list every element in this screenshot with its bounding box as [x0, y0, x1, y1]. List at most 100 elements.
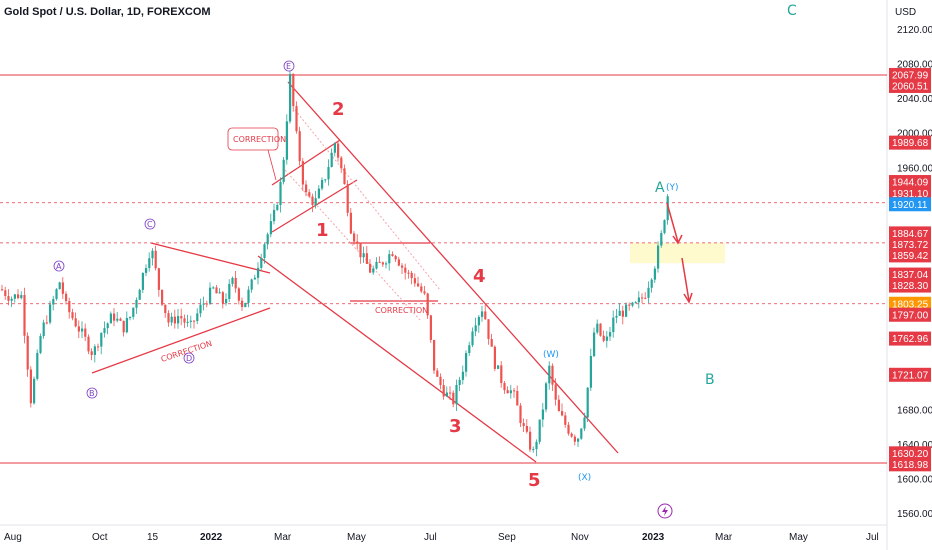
candle-body-76	[244, 302, 247, 307]
candle-body-172	[551, 365, 554, 385]
price-tag-16[interactable]	[889, 457, 931, 472]
price-tag-text-15: 1630.20	[892, 449, 929, 460]
candle-body-29	[93, 346, 96, 355]
price-tag-1[interactable]	[889, 78, 931, 93]
price-tag-14[interactable]	[889, 367, 931, 382]
x-tick-1: Oct	[92, 532, 108, 543]
x-tick-10: Mar	[715, 532, 733, 543]
candle-body-72	[231, 277, 234, 284]
price-tag-6[interactable]	[889, 226, 931, 241]
candle-body-34	[109, 313, 112, 324]
price-tag-7[interactable]	[889, 237, 931, 252]
wave-label-5: 5	[528, 470, 541, 491]
candle-body-17	[55, 289, 58, 299]
price-tag-text-16: 1618.98	[892, 460, 929, 471]
time-axis[interactable]: Aug Oct 15 2022 Mar May Jul Sep Nov 2023 Mar May Jul	[4, 532, 879, 543]
candle-body-150	[481, 311, 484, 317]
candle-body-41	[132, 307, 135, 317]
price-tag-text-2: 1989.68	[892, 138, 929, 149]
candle-body-60	[193, 320, 196, 322]
candle-body-132	[423, 291, 426, 294]
candle-body-155	[497, 365, 500, 369]
wave-labels: 1 2 3 4 5 A B C (Y) (W) (X)	[316, 3, 797, 491]
price-tag-12[interactable]	[889, 307, 931, 322]
candle-body-96	[308, 192, 311, 197]
candle-body-197	[631, 302, 634, 306]
circle-D-icon	[183, 352, 195, 364]
candle-body-101	[324, 179, 327, 181]
candle-body-171	[548, 365, 551, 384]
price-tag-4[interactable]	[889, 186, 931, 201]
wave1-channel-lower	[271, 179, 358, 233]
candle-body-5	[17, 294, 20, 299]
candle-body-207	[663, 220, 666, 233]
candle-body-153	[490, 339, 493, 347]
wave-label-X: (X)	[578, 473, 591, 483]
wave-label-3: 3	[449, 416, 462, 437]
candle-body-42	[135, 299, 138, 308]
projection-arrows	[666, 202, 693, 304]
circle-label-A: A	[56, 262, 62, 271]
price-tag-5[interactable]	[889, 197, 931, 212]
candle-body-6	[20, 295, 23, 299]
price-tag-15[interactable]	[889, 446, 931, 461]
candle-body-11	[36, 352, 39, 379]
lightning-icon[interactable]	[657, 503, 673, 519]
candle-body-118	[378, 261, 381, 263]
correction-pointer	[267, 149, 277, 181]
candle-body-36	[116, 318, 119, 321]
circle-B-icon	[86, 387, 98, 399]
correction-box-1	[227, 127, 279, 151]
candle-body-109	[349, 212, 352, 234]
price-tag-2[interactable]	[889, 135, 931, 150]
candle-body-147	[471, 331, 474, 346]
candle-body-193	[618, 310, 621, 316]
candle-body-167	[535, 441, 538, 450]
candle-body-119	[381, 262, 384, 265]
candle-body-203	[650, 279, 653, 288]
price-tag-0[interactable]	[889, 67, 931, 82]
target-zone	[630, 242, 725, 264]
candle-body-46	[148, 258, 151, 269]
candle-body-188	[602, 335, 605, 341]
price-tag-8[interactable]	[889, 248, 931, 263]
candle-body-142	[455, 384, 458, 405]
price-tag-10[interactable]	[889, 278, 931, 293]
candle-body-75	[241, 300, 244, 307]
candle-body-127	[407, 272, 410, 274]
price-tag-text-14: 1721.07	[892, 370, 929, 381]
price-tag-11[interactable]	[889, 296, 931, 311]
triangle-lower-line	[91, 307, 271, 374]
candle-body-146	[468, 345, 471, 354]
candle-body-152	[487, 319, 490, 340]
price-axis[interactable]: 2120.00 2080.00 2040.00 2000.00 1960.00 1680.…	[889, 25, 932, 520]
price-tag-3[interactable]	[889, 175, 931, 190]
candle-body-164	[525, 425, 528, 432]
candle-body-18	[58, 282, 61, 290]
candle-body-181	[580, 428, 583, 439]
price-tag-13[interactable]	[889, 331, 931, 346]
candle-body-175	[561, 411, 564, 416]
candle-body-71	[228, 283, 231, 300]
candle-body-69	[221, 292, 224, 304]
channel-lower-line	[257, 255, 537, 463]
candle-body-0	[1, 289, 4, 291]
candle-body-20	[65, 293, 68, 302]
candle-body-113	[362, 253, 365, 258]
candle-body-88	[282, 159, 285, 182]
candle-body-19	[61, 282, 64, 294]
price-tag-9[interactable]	[889, 267, 931, 282]
candle-body-185	[593, 332, 596, 357]
channel-upper-line	[287, 81, 619, 454]
candle-body-199	[637, 297, 640, 303]
candle-body-82	[263, 244, 266, 258]
candle-body-81	[260, 257, 263, 268]
candle-body-16	[52, 298, 55, 305]
candle-body-140	[449, 392, 452, 394]
candle-body-128	[410, 272, 413, 279]
candle-body-94	[301, 161, 304, 185]
candle-body-65	[209, 287, 212, 304]
candle-body-55	[177, 316, 180, 324]
candle-body-136	[436, 370, 439, 377]
